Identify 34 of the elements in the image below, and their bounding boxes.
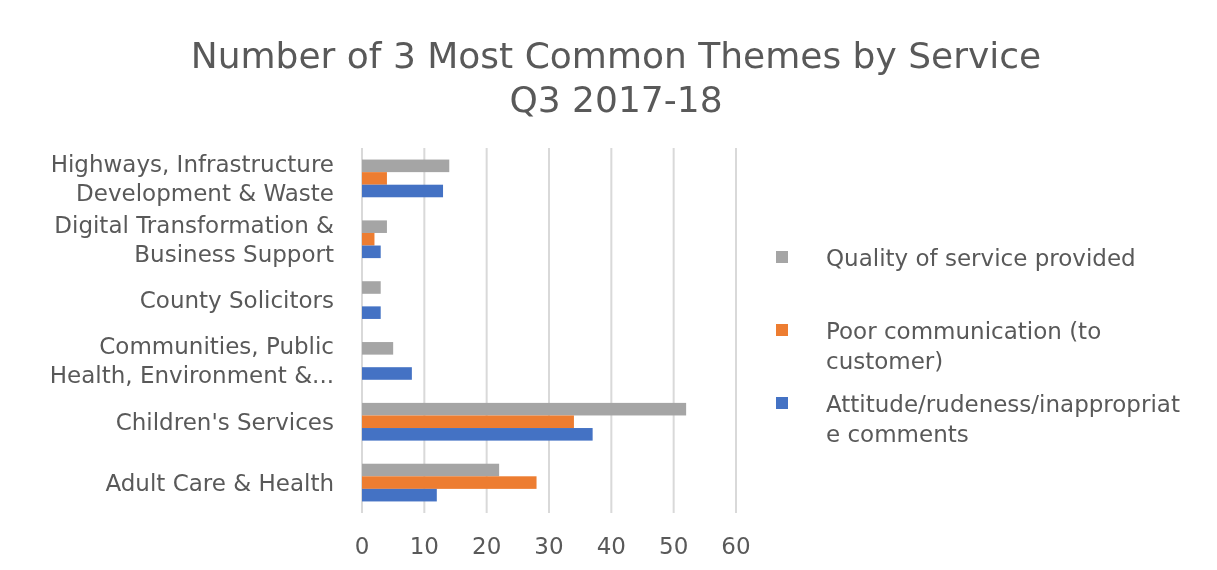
bar [362, 306, 381, 319]
legend-label: Quality of service provided [826, 245, 1136, 271]
legend-label: Poor communication (to customer) [826, 318, 1102, 374]
bar [362, 281, 381, 294]
bar [362, 415, 574, 429]
y-tick-label: Communities, Public Health, Environment &... [49, 333, 334, 389]
bar [362, 245, 381, 259]
bar [362, 488, 437, 502]
x-tick-label: 40 [596, 533, 626, 559]
bar [362, 428, 593, 441]
legend-label: Attitude/rudeness/inappropriate comments [826, 391, 1180, 447]
x-tick-label: 60 [721, 533, 751, 559]
bar [362, 342, 394, 355]
bar [362, 476, 537, 489]
y-tick-label: County Solicitors [139, 287, 334, 314]
y-tick-label: Children's Services [115, 408, 334, 435]
x-tick-label: 20 [472, 533, 502, 559]
bar [362, 220, 387, 233]
bar [362, 402, 687, 416]
x-tick-label: 50 [659, 533, 689, 559]
x-tick-label: 0 [354, 533, 370, 559]
chart-subtitle: Q3 2017-18 [509, 79, 723, 120]
y-tick-label: Digital Transformation & Business Support [54, 211, 335, 267]
bar [362, 463, 500, 477]
bar [362, 159, 450, 173]
y-tick-label: Adult Care & Health [105, 469, 334, 496]
bar [362, 184, 444, 198]
x-tick-label: 30 [534, 533, 564, 559]
bar [362, 172, 387, 185]
bar [362, 367, 412, 380]
x-tick-label: 10 [409, 533, 439, 559]
bar [362, 232, 375, 246]
chart-title: Number of 3 Most Common Themes by Service [190, 35, 1042, 76]
y-tick-label: Highways, Infrastructure Development & Waste [50, 150, 334, 206]
